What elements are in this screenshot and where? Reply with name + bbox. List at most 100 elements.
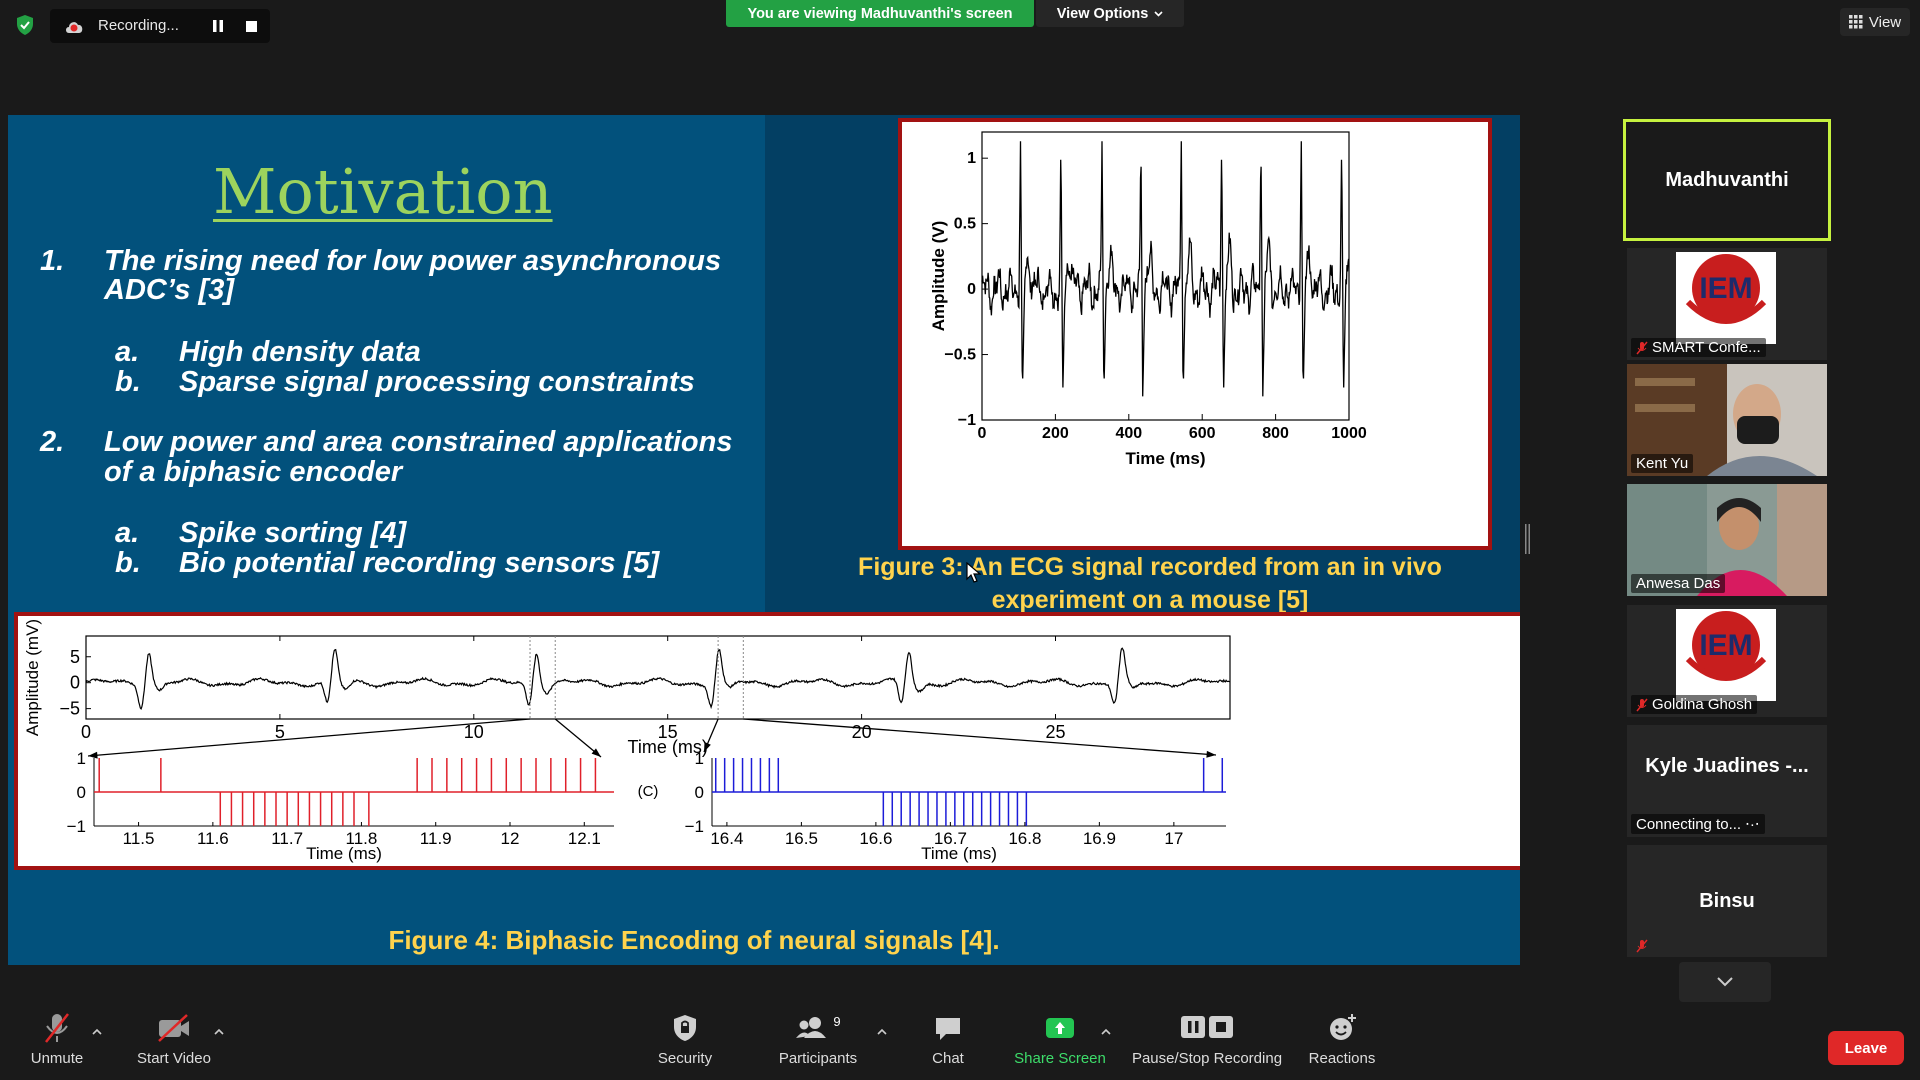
participants-options-caret-icon[interactable]	[876, 1028, 888, 1036]
unmute-label: Unmute	[30, 1050, 84, 1067]
zoom-arrow	[743, 718, 1217, 756]
security-label: Security	[657, 1050, 713, 1067]
participant-label: Anwesa Das	[1631, 574, 1726, 593]
recording-label: Recording...	[98, 17, 179, 34]
viewing-screen-banner: You are viewing Madhuvanthi's screen	[726, 0, 1034, 27]
view-options-button[interactable]: View Options	[1036, 0, 1184, 27]
x-axis-label: Time (ms)	[628, 737, 708, 757]
pause-stop-recording-icon	[1181, 1016, 1233, 1038]
x-tick-label: 10	[464, 722, 484, 742]
participant-tile[interactable]: Kent Yu	[1627, 364, 1827, 476]
participant-tile-active[interactable]: Madhuvanthi	[1623, 119, 1831, 241]
x-axis-label: Time (ms)	[1126, 449, 1206, 468]
x-tick-label: 12	[501, 829, 520, 848]
y-tick-label: 0.5	[954, 216, 976, 233]
point-text: Low power and area constrained applicati…	[104, 426, 733, 458]
zoom-arrow-head	[88, 751, 98, 759]
y-tick-label: 1	[695, 749, 704, 768]
participant-tile[interactable]: Anwesa Das	[1627, 484, 1827, 596]
ecg-signal-line	[981, 141, 1350, 397]
view-layout-button[interactable]: View	[1840, 8, 1910, 36]
participant-status: Connecting to... ⋅·⋅	[1631, 814, 1765, 834]
leave-meeting-button[interactable]: Leave	[1828, 1031, 1904, 1065]
x-tick-label: 5	[275, 722, 285, 742]
x-axis-label: Time (ms)	[921, 844, 997, 863]
reactions-button[interactable]: Reactions	[1302, 1012, 1382, 1067]
y-tick-label: 0	[77, 783, 86, 802]
security-shield-icon	[674, 1015, 696, 1041]
x-tick-label: 11.7	[271, 829, 303, 848]
connecting-spinner-icon: ⋅·⋅	[1745, 816, 1760, 833]
point-number: 2.	[40, 426, 65, 458]
audio-options-caret-icon[interactable]	[91, 1028, 103, 1036]
sub-point-text: Bio potential recording sensors [5]	[179, 547, 660, 579]
unmute-button[interactable]: Unmute	[22, 1012, 92, 1067]
stop-recording-icon[interactable]	[246, 21, 257, 32]
y-tick-label: 0	[695, 783, 704, 802]
participant-label	[1631, 938, 1653, 954]
chevron-down-icon	[1717, 977, 1733, 987]
participant-label: Goldina Ghosh	[1631, 695, 1758, 714]
share-screen-button[interactable]: Share Screen	[1008, 1012, 1112, 1067]
signal-plot-frame	[85, 635, 1231, 720]
security-button[interactable]: Security	[645, 1012, 725, 1067]
figure-4-caption: Figure 4: Biphasic Encoding of neural si…	[388, 925, 1000, 955]
x-tick-label: 20	[852, 722, 872, 742]
start-video-label: Start Video	[137, 1050, 211, 1067]
video-off-icon	[158, 1014, 189, 1042]
share-options-caret-icon[interactable]	[1100, 1028, 1112, 1036]
participant-tile[interactable]: IEM SMART Confe...	[1627, 248, 1827, 360]
scroll-participants-down-button[interactable]	[1679, 962, 1771, 1002]
x-tick-label: 200	[1042, 425, 1069, 442]
sub-point-letter: a.	[115, 336, 140, 368]
iem-logo-text: IEM	[1699, 629, 1752, 662]
cloud-recording-icon	[66, 22, 83, 33]
share-screen-label: Share Screen	[1014, 1050, 1106, 1067]
participants-label: Participants	[778, 1050, 858, 1067]
x-tick-label: 0	[81, 722, 91, 742]
participants-button[interactable]: 9 Participants	[768, 1012, 868, 1067]
y-tick-label: 5	[70, 647, 80, 667]
participant-tile[interactable]: IEM Goldina Ghosh	[1627, 605, 1827, 717]
x-tick-label: 11.9	[420, 829, 452, 848]
participant-tile[interactable]: Binsu	[1627, 845, 1827, 957]
x-tick-label: 11.6	[197, 829, 229, 848]
x-tick-label: 16.7	[934, 829, 967, 848]
view-label: View	[1868, 13, 1902, 31]
x-tick-label: 400	[1115, 425, 1142, 442]
x-tick-label: 12.1	[568, 829, 601, 848]
x-tick-label: 17	[1164, 829, 1183, 848]
x-tick-label: 15	[658, 722, 678, 742]
security-shield-icon[interactable]	[13, 13, 37, 37]
video-options-caret-icon[interactable]	[213, 1028, 225, 1036]
x-tick-label: 800	[1262, 425, 1289, 442]
x-tick-label: 16.9	[1083, 829, 1116, 848]
reactions-smiley-icon	[1330, 1014, 1356, 1040]
zoom-arrow	[554, 718, 602, 758]
participant-tile[interactable]: Kyle Juadines -... Connecting to... ⋅·⋅	[1627, 725, 1827, 837]
participant-name: Goldina Ghosh	[1652, 696, 1753, 713]
x-tick-label: 600	[1189, 425, 1216, 442]
participant-name: Kyle Juadines -...	[1645, 754, 1809, 777]
chat-bubble-icon	[936, 1018, 960, 1040]
x-tick-label: 0	[978, 425, 987, 442]
start-video-button[interactable]: Start Video	[125, 1012, 223, 1067]
pause-stop-recording-button[interactable]: Pause/Stop Recording	[1130, 1012, 1284, 1067]
x-tick-label: 16.6	[859, 829, 892, 848]
y-tick-label: 1	[77, 749, 86, 768]
figure-3-caption-line: Figure 3: An ECG signal recorded from an…	[858, 553, 1442, 581]
reactions-label: Reactions	[1308, 1050, 1376, 1067]
participant-name: SMART Confe...	[1652, 339, 1761, 356]
pause-recording-icon[interactable]	[210, 19, 226, 33]
sub-point-text: High density data	[179, 336, 421, 368]
figure-4-biphasic-chart: 0 5 10 15 20 25 5 0 −5 Time (ms) Amplitude (mV) 11.…	[14, 612, 1520, 870]
chat-button[interactable]: Chat	[918, 1012, 978, 1067]
y-tick-label: −1	[67, 817, 86, 836]
iem-logo: IEM	[1676, 609, 1776, 701]
y-tick-label: −1	[685, 817, 704, 836]
x-tick-label: 16.5	[785, 829, 818, 848]
x-tick-label: 16.4	[710, 829, 743, 848]
panel-resize-handle[interactable]	[1525, 524, 1530, 554]
recording-indicator: Recording...	[50, 9, 270, 43]
